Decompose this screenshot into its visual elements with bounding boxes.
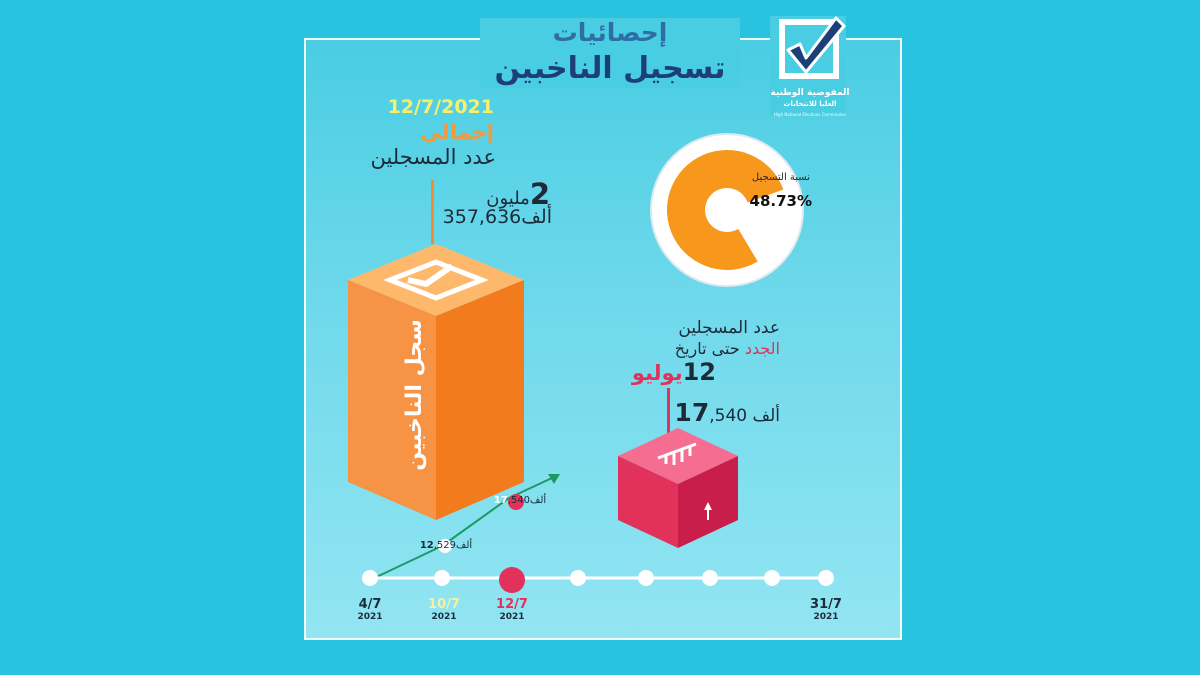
new-registrations-label: عدد المسجلين xyxy=(678,318,780,338)
logo-name-english: High National Elections Commission xyxy=(773,112,847,117)
timeline-dot xyxy=(362,570,378,586)
new-label-highlight: الجدد xyxy=(744,339,780,358)
bar-chart-icon xyxy=(657,442,697,465)
timeline-date: 10/7 2021 xyxy=(414,598,474,624)
trend-chart xyxy=(362,474,834,593)
trend-line-segment xyxy=(441,497,510,547)
trend-label-12-7: ألف 17,540 xyxy=(492,495,548,506)
percentage-value: 48.73% xyxy=(749,192,812,210)
timeline-date-label: 31/7 xyxy=(810,597,842,612)
new-value-unit: ألف xyxy=(752,406,780,426)
timeline-date-label: 4/7 xyxy=(358,597,382,612)
timeline-dot xyxy=(570,570,586,586)
new-registrations-label2: الجدد حتى تاريخ xyxy=(620,339,780,358)
registration-percentage-gauge xyxy=(650,133,804,287)
total-millions-value: 2 xyxy=(529,177,550,211)
total-millions-unit: مليون xyxy=(486,188,530,209)
trend-value-big: 17 xyxy=(493,495,508,506)
pink-pointer-line xyxy=(667,388,670,436)
new-date-day: 12 xyxy=(682,358,716,386)
total-label: إجمالي xyxy=(420,120,494,144)
timeline-dot-active xyxy=(499,567,525,593)
new-registrations-value: ألف 17,540 xyxy=(660,398,780,427)
timeline-date-year: 2021 xyxy=(431,612,457,622)
orange-pointer-line xyxy=(431,180,434,244)
percentage-label: نسبة التسجيل xyxy=(751,172,810,183)
new-registrations-date: 12يوليو xyxy=(600,358,716,386)
timeline-date: 31/7 2021 xyxy=(796,598,856,624)
registered-count-label: عدد المسجلين xyxy=(370,145,496,169)
trend-unit: ألف xyxy=(530,495,547,506)
timeline-date-year: 2021 xyxy=(499,612,525,622)
checkbox-icon xyxy=(779,16,846,79)
title-block: إحصائيات تسجيل الناخبين xyxy=(480,18,740,88)
timeline-date-active: 12/7 2021 xyxy=(482,598,542,624)
timeline-dot xyxy=(818,570,834,586)
total-thousands-unit: ألف xyxy=(521,206,552,228)
title-line2: تسجيل الناخبين xyxy=(494,51,726,86)
trend-line-segment xyxy=(369,545,443,581)
new-label-rest: حتى تاريخ xyxy=(674,339,740,358)
timeline-date-year: 2021 xyxy=(357,612,383,622)
timeline-dot xyxy=(638,570,654,586)
timeline-dot xyxy=(764,570,780,586)
new-date-month: يوليو xyxy=(631,361,683,385)
commission-logo: المفوضية الوطنية العليا للانتخابات High … xyxy=(770,16,849,117)
new-value-big: 17 xyxy=(674,398,710,427)
new-value-small: ,540 xyxy=(709,406,748,426)
trend-unit: ألف xyxy=(456,540,473,551)
trend-point-badge xyxy=(438,539,452,553)
trend-point-badge xyxy=(508,494,524,510)
title-line1: إحصائيات xyxy=(552,18,668,47)
total-thousands-value: 357,636 xyxy=(442,206,522,228)
timeline-date-label: 10/7 xyxy=(428,597,460,612)
trend-value-small: ,529 xyxy=(433,540,456,551)
trend-value-small: ,540 xyxy=(507,495,530,506)
total-thousands: ألف357,636 xyxy=(420,206,552,228)
timeline-date-label: 12/7 xyxy=(496,597,528,612)
timeline-dot xyxy=(434,570,450,586)
voter-register-box xyxy=(348,244,524,520)
timeline-dot xyxy=(702,570,718,586)
total-date: 12/7/2021 xyxy=(387,96,494,118)
ballot-check-icon xyxy=(383,259,489,301)
trend-arrow-head xyxy=(548,474,560,484)
trend-label-10-7: ألف 12,529 xyxy=(418,540,474,551)
trend-value-big: 12 xyxy=(419,540,434,551)
logo-name-line1: المفوضية الوطنية xyxy=(770,88,850,98)
total-millions: 2مليون xyxy=(440,177,550,211)
timeline-date-year: 2021 xyxy=(813,612,839,622)
new-registrations-box xyxy=(618,428,738,548)
timeline-date: 4/7 2021 xyxy=(340,598,400,624)
logo-name-line2: العليا للانتخابات xyxy=(783,100,837,108)
